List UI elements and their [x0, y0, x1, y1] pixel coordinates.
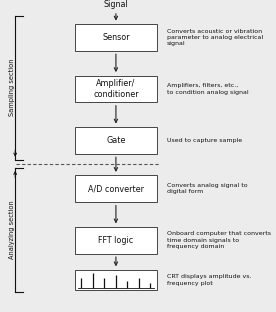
Text: Converts acoustic or vibration
parameter to analog electrical
signal: Converts acoustic or vibration parameter… [167, 28, 263, 46]
Bar [75, 270, 157, 290]
Text: Sensor: Sensor [102, 33, 130, 42]
Text: Amplifier/
conditioner: Amplifier/ conditioner [93, 79, 139, 99]
Text: Onboard computer that converts
time domain signals to
frequency domain: Onboard computer that converts time doma… [167, 231, 271, 249]
Text: FFT logic: FFT logic [98, 236, 134, 245]
Text: Converts analog signal to
digital form: Converts analog signal to digital form [167, 183, 248, 194]
Text: A/D converter: A/D converter [88, 184, 144, 193]
Text: CRT displays amplitude vs.
frequency plot: CRT displays amplitude vs. frequency plo… [167, 274, 251, 286]
Text: Amplifiers, filters, etc.,
to condition analog signal: Amplifiers, filters, etc., to condition … [167, 83, 249, 95]
Text: Signal: Signal [104, 0, 128, 9]
Text: Sampling section: Sampling section [9, 59, 15, 116]
Bar [75, 24, 157, 51]
Text: Gate: Gate [106, 136, 126, 145]
Bar [75, 127, 157, 154]
Text: Analyzing section: Analyzing section [9, 201, 15, 260]
Bar [75, 76, 157, 102]
Text: Used to capture sample: Used to capture sample [167, 138, 242, 143]
Bar [75, 175, 157, 202]
Bar [75, 227, 157, 253]
